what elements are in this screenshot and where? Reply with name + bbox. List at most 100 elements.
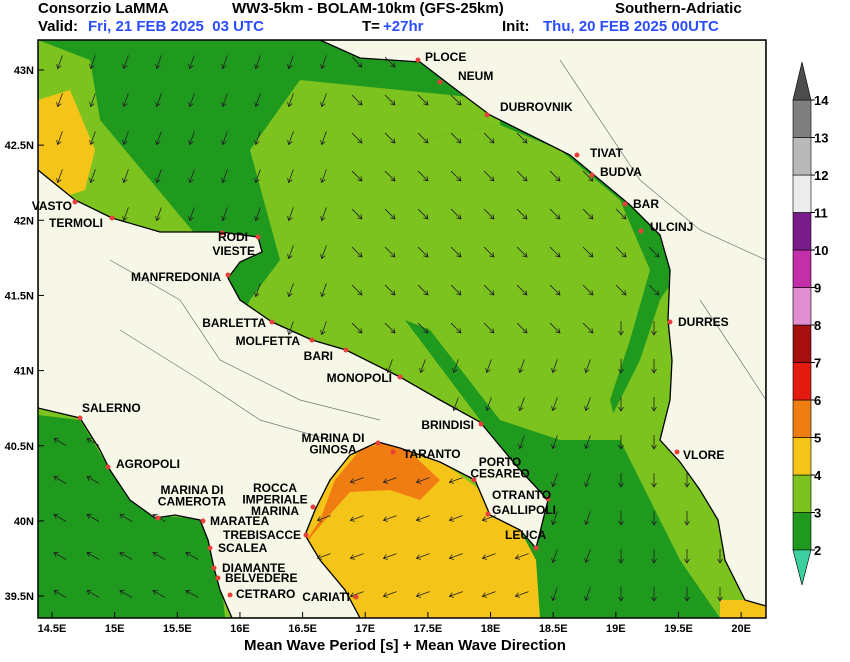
city-label: TREBISACCE xyxy=(223,528,301,542)
city-label: TARANTO xyxy=(403,447,461,461)
direction-arrow xyxy=(448,477,463,484)
direction-arrow xyxy=(119,589,133,598)
city-label: DUBROVNIK xyxy=(500,100,573,114)
direction-arrow xyxy=(122,93,129,108)
colorbar-bin xyxy=(792,287,812,326)
direction-arrow xyxy=(56,93,63,108)
direction-arrow xyxy=(316,515,331,522)
city-label: DIAMANTE xyxy=(222,561,285,575)
direction-arrow xyxy=(618,473,624,488)
city-dot xyxy=(309,337,315,343)
colorbar-bin xyxy=(792,324,812,363)
lat-tick-label: 41N xyxy=(14,366,34,378)
direction-arrow xyxy=(615,208,627,220)
direction-arrow xyxy=(382,515,397,522)
direction-arrow xyxy=(89,131,96,146)
lon-tick-label: 16E xyxy=(230,623,250,635)
direction-arrow xyxy=(618,511,624,526)
direction-arrow xyxy=(53,551,67,560)
lon-tick-label: 15E xyxy=(105,623,125,635)
city-dot xyxy=(211,565,217,571)
direction-arrow xyxy=(618,435,624,450)
direction-arrow xyxy=(320,283,327,298)
city-dot xyxy=(397,374,403,380)
direction-arrow xyxy=(86,551,100,560)
city-label: MONOPOLI xyxy=(327,371,392,385)
colorbar-label: 4 xyxy=(814,468,822,483)
colorbar-label: 12 xyxy=(814,168,828,183)
direction-arrow xyxy=(384,284,396,296)
direction-arrow xyxy=(254,207,261,222)
city-label: VASTO xyxy=(32,199,72,213)
direction-arrow xyxy=(419,359,426,374)
city-label: TERMOLI xyxy=(49,216,103,230)
direction-arrow xyxy=(549,322,561,334)
lat-tick-label: 39.5N xyxy=(5,591,34,603)
colorbar-label: 10 xyxy=(814,243,828,258)
direction-arrow xyxy=(155,169,162,184)
direction-arrow xyxy=(551,587,558,602)
direction-arrow xyxy=(122,207,129,222)
direction-arrow xyxy=(349,477,364,484)
colorbar-bin xyxy=(792,212,812,251)
city-label: ROCCA xyxy=(253,481,297,495)
direction-arrow xyxy=(516,208,528,220)
direction-arrow xyxy=(320,245,327,260)
direction-arrow xyxy=(349,591,364,598)
direction-arrow xyxy=(119,513,133,522)
direction-arrow xyxy=(452,359,459,374)
city-label: BAR xyxy=(633,197,659,211)
direction-arrow xyxy=(450,132,462,144)
direction-arrow xyxy=(651,435,657,450)
city-dot xyxy=(471,477,477,483)
direction-arrow xyxy=(287,321,294,336)
lat-tick-label: 40.5N xyxy=(5,441,34,453)
city-dot xyxy=(200,518,206,524)
direction-arrow xyxy=(582,170,594,182)
direction-arrow xyxy=(448,591,463,598)
direction-arrow xyxy=(384,56,396,68)
colorbar-bin xyxy=(792,174,812,213)
city-dot xyxy=(437,79,443,85)
direction-arrow xyxy=(450,170,462,182)
lon-tick-label: 18E xyxy=(481,623,501,635)
colorbar-bin xyxy=(792,249,812,288)
lead-time: +27hr xyxy=(383,18,424,35)
direction-arrow xyxy=(415,591,430,598)
city-label: BRINDISI xyxy=(421,418,474,432)
city-dot xyxy=(72,199,78,205)
direction-arrow xyxy=(384,246,396,258)
direction-arrow xyxy=(584,473,591,488)
direction-arrow xyxy=(287,93,294,108)
colorbar-bin xyxy=(792,399,812,438)
region-4 xyxy=(330,125,650,440)
direction-arrow xyxy=(450,246,462,258)
direction-arrow xyxy=(417,208,429,220)
direction-arrow xyxy=(651,397,657,412)
city-dot xyxy=(207,545,213,551)
city-dot xyxy=(415,57,421,63)
direction-arrow xyxy=(551,473,558,488)
direction-arrow xyxy=(155,55,162,70)
direction-arrow xyxy=(549,170,561,182)
lat-tick-label: 40N xyxy=(14,516,34,528)
city-dot xyxy=(674,449,680,455)
lon-tick-label: 18.5E xyxy=(539,623,568,635)
colorbar-label: 14 xyxy=(814,93,829,108)
lon-tick-label: 20E xyxy=(731,623,751,635)
direction-arrow xyxy=(384,132,396,144)
region-4 xyxy=(40,60,200,240)
city-label: MANFREDONIA xyxy=(131,270,221,284)
direction-arrow xyxy=(122,55,129,70)
direction-arrow xyxy=(86,475,100,484)
direction-arrow xyxy=(417,284,429,296)
direction-arrow xyxy=(351,284,363,296)
direction-arrow xyxy=(717,549,723,564)
city-dot xyxy=(310,504,316,510)
direction-arrow xyxy=(582,208,594,220)
direction-arrow xyxy=(119,551,133,560)
direction-arrow xyxy=(382,591,397,598)
colorbar-label: 8 xyxy=(814,318,821,333)
direction-arrow xyxy=(415,477,430,484)
direction-arrow xyxy=(351,56,363,68)
